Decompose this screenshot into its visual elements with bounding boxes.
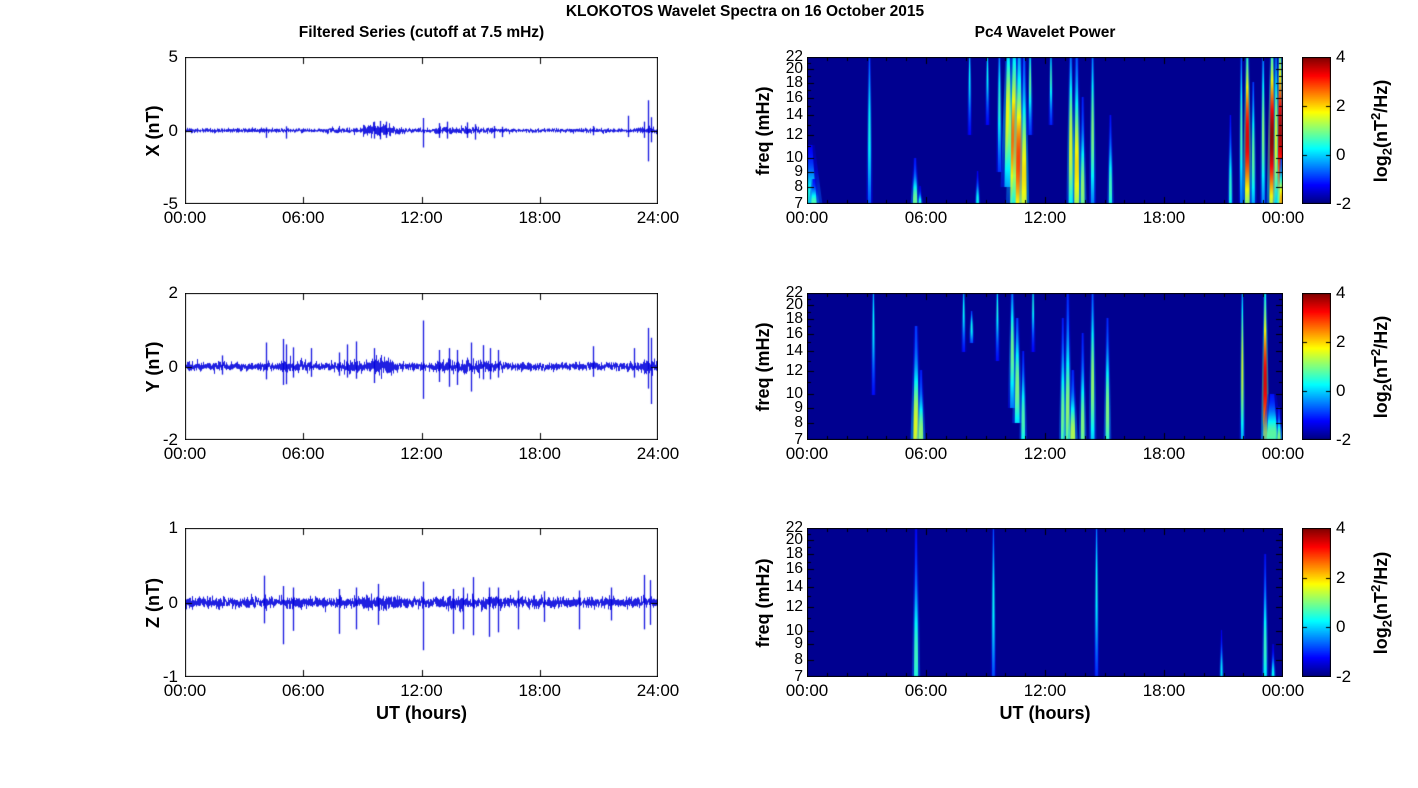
- left-y-tick-label: -1: [162, 667, 178, 686]
- right-x-tick-label: 06:00: [904, 444, 948, 463]
- colorbar-tick-label: 4: [1336, 283, 1346, 302]
- freq-tick-label: 18: [785, 73, 803, 91]
- left-x-tick-label: 06:00: [281, 681, 325, 700]
- y-wavelet-power-plot: [807, 293, 1283, 440]
- freq-tick-label: 10: [785, 385, 803, 403]
- freq-tick-label: 22: [785, 284, 803, 301]
- left-x-tick-label: 24:00: [636, 681, 680, 700]
- freq-tick-label: 16: [785, 560, 803, 578]
- left-y-tick-label: 1: [168, 518, 178, 537]
- colorbar-tick-label: -2: [1336, 667, 1352, 686]
- x-filtered-series-plot: [185, 57, 658, 204]
- freq-tick-label: 14: [785, 342, 803, 360]
- freq-tick-label: 20: [785, 296, 803, 314]
- freq-tick-label: 14: [785, 106, 803, 124]
- freq-tick-label: 18: [785, 545, 803, 563]
- left-x-tick-label: 24:00: [636, 208, 680, 227]
- freq-tick-label: 12: [785, 361, 803, 379]
- freq-tick-label: 7: [794, 195, 803, 212]
- left-x-tick-label: 18:00: [518, 681, 562, 700]
- colorbar-tick-label: 2: [1336, 96, 1346, 115]
- left-y-tick-label: 2: [168, 283, 178, 302]
- right-xlabel: UT (hours): [999, 703, 1091, 723]
- colorbar-z: [1302, 528, 1331, 677]
- left-y-tick-label: -2: [162, 430, 178, 449]
- right-x-tick-label: 18:00: [1142, 444, 1186, 463]
- freq-tick-label: 10: [785, 149, 803, 167]
- left-y-tick-label: 0: [168, 120, 178, 140]
- colorbar-tick-label: 0: [1336, 617, 1346, 637]
- y-filtered-series-plot: [185, 293, 658, 440]
- colorbar-tick-label: 0: [1336, 381, 1346, 400]
- freq-tick-label: 16: [785, 324, 803, 342]
- right-x-tick-label: 00:00: [1261, 681, 1305, 700]
- x-wavelet-power-plot: [807, 57, 1283, 204]
- right-x-tick-label: 18:00: [1142, 208, 1186, 227]
- freq-tick-label: 10: [785, 621, 803, 639]
- left-x-tick-label: 00:00: [163, 681, 207, 700]
- freq-tick-label: 22: [785, 48, 803, 65]
- colorbar-tick-label: 0: [1336, 145, 1346, 164]
- freq-tick-label: 12: [785, 125, 803, 143]
- freq-tick-label: 20: [785, 60, 803, 78]
- right-x-tick-label: 12:00: [1023, 208, 1067, 227]
- colorbar-tick-label: -2: [1336, 194, 1352, 213]
- right-x-tick-label: 00:00: [785, 681, 829, 700]
- freq-tick-label: 22: [785, 519, 803, 536]
- freq-tick-label: 7: [794, 431, 803, 448]
- colorbar-tick-label: 4: [1336, 47, 1346, 66]
- left-x-tick-label: 18:00: [518, 444, 562, 463]
- right-x-tick-label: 00:00: [785, 208, 829, 227]
- z-wavelet-power-plot: [807, 528, 1283, 677]
- left-y-tick-label: 5: [168, 47, 178, 66]
- right-x-tick-label: 06:00: [904, 681, 948, 700]
- left-x-tick-label: 12:00: [400, 681, 443, 700]
- left-y-tick-label: 0: [168, 592, 178, 612]
- colorbar-x: [1302, 57, 1331, 204]
- freq-tick-label: 12: [785, 597, 803, 615]
- freq-tick-label: 7: [794, 668, 803, 685]
- left-x-tick-label: 06:00: [281, 444, 325, 463]
- colorbar-y: [1302, 293, 1331, 440]
- freq-tick-label: 8: [794, 650, 803, 668]
- left-x-tick-label: 00:00: [163, 208, 207, 227]
- left-y-tick-label: 0: [168, 356, 178, 376]
- colorbar-tick-label: 2: [1336, 332, 1346, 351]
- freq-tick-label: 8: [794, 177, 803, 195]
- left-y-tick-label: -5: [162, 194, 178, 213]
- z-filtered-series-plot: [185, 528, 658, 677]
- freq-tick-label: 9: [794, 635, 803, 653]
- figure-title: KLOKOTOS Wavelet Spectra on 16 October 2…: [565, 3, 925, 20]
- freq-tick-label: 20: [785, 531, 803, 549]
- freq-tick-label: 9: [794, 398, 803, 416]
- right-x-tick-label: 06:00: [904, 208, 948, 227]
- colorbar-tick-label: -2: [1336, 430, 1352, 449]
- freq-tick-label: 14: [785, 577, 803, 595]
- left-x-tick-label: 24:00: [636, 444, 680, 463]
- right-x-tick-label: 00:00: [1261, 208, 1305, 227]
- left-x-tick-label: 06:00: [281, 208, 325, 227]
- right-x-tick-label: 12:00: [1023, 444, 1067, 463]
- freq-tick-label: 18: [785, 309, 803, 327]
- left-x-tick-label: 12:00: [400, 208, 443, 227]
- colorbar-tick-label: 2: [1336, 567, 1346, 587]
- right-x-tick-label: 12:00: [1023, 681, 1067, 700]
- right-x-tick-label: 00:00: [785, 444, 829, 463]
- right-column-title: Pc4 Wavelet Power: [974, 24, 1116, 41]
- left-x-tick-label: 00:00: [163, 444, 207, 463]
- right-x-tick-label: 00:00: [1261, 444, 1305, 463]
- freq-tick-label: 9: [794, 162, 803, 180]
- right-x-tick-label: 18:00: [1142, 681, 1186, 700]
- left-x-tick-label: 12:00: [400, 444, 443, 463]
- left-xlabel: UT (hours): [376, 703, 467, 723]
- freq-tick-label: 16: [785, 88, 803, 106]
- left-x-tick-label: 18:00: [518, 208, 562, 227]
- colorbar-tick-label: 4: [1336, 518, 1346, 537]
- left-column-title: Filtered Series (cutoff at 7.5 mHz): [298, 24, 545, 41]
- freq-tick-label: 8: [794, 413, 803, 431]
